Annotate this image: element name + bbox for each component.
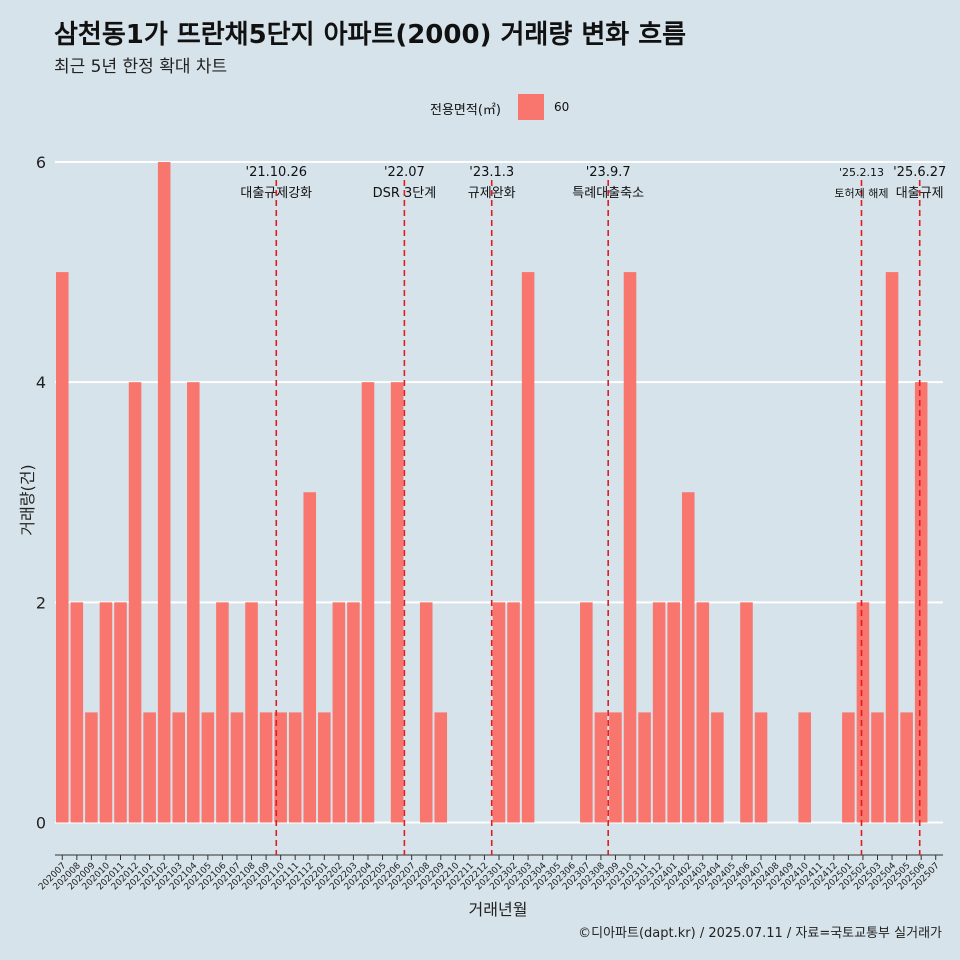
source-caption: ©디아파트(dapt.kr) / 2025.07.11 / 자료=국토교통부 실… [578, 926, 942, 941]
bar-202403 [696, 602, 710, 823]
bar-202406 [740, 602, 753, 823]
bar-202010 [99, 602, 113, 823]
bar-202402 [681, 492, 695, 823]
event-name-label: DSR 3단계 [373, 186, 437, 201]
event-date-label: '25.2.13 [839, 166, 884, 179]
bar-202102 [157, 162, 171, 823]
event-name-label: 토허제 해제 [834, 186, 888, 200]
bar-202311 [638, 712, 651, 823]
bar-202007 [56, 272, 69, 823]
y-axis-title: 거래량(건) [18, 464, 37, 535]
bar-202108 [245, 602, 258, 823]
bar-202011 [114, 602, 127, 823]
bar-202309 [609, 712, 622, 823]
bar-202307 [580, 602, 593, 823]
bar-202201 [318, 712, 331, 823]
bar-202104 [187, 382, 200, 823]
bar-202110 [274, 712, 287, 823]
y-tick-label: 2 [36, 593, 46, 612]
bar-202404 [711, 712, 724, 823]
bar-202503 [871, 712, 884, 823]
bar-202103 [172, 712, 186, 823]
bar-202502 [856, 602, 870, 823]
bar-202303 [521, 272, 535, 823]
x-axis-title: 거래년월 [469, 900, 528, 919]
bar-202105 [201, 712, 215, 823]
bar-202109 [259, 712, 273, 823]
bar-202504 [885, 272, 899, 823]
bar-202401 [667, 602, 680, 823]
bar-202208 [419, 602, 433, 823]
event-date-label: '23.1.3 [469, 165, 514, 180]
chart-title: 삼천동1가 뜨란채5단지 아파트(2000) 거래량 변화 흐름 [54, 20, 687, 50]
bar-202501 [842, 712, 855, 823]
bar-202308 [594, 712, 608, 823]
bar-202008 [70, 602, 84, 823]
bar-202203 [347, 602, 360, 823]
event-name-label: 규제완화 [468, 186, 516, 201]
event-date-label: '23.9.7 [586, 165, 631, 180]
event-date-label: '25.6.27 [893, 165, 946, 180]
legend-title: 전용면적(㎡) [430, 103, 501, 118]
bar-202107 [230, 712, 244, 823]
event-name-label: 특례대출축소 [572, 186, 644, 201]
y-tick-label: 6 [36, 153, 46, 172]
bar-202506 [914, 382, 928, 823]
event-name-label: 대출규제 [896, 186, 944, 201]
event-date-label: '22.07 [384, 165, 425, 180]
bar-202209 [434, 712, 448, 823]
bar-202312 [652, 602, 666, 823]
legend-key-60 [518, 94, 544, 120]
bar-202106 [216, 602, 229, 823]
bar-202009 [85, 712, 98, 823]
y-tick-label: 0 [36, 813, 46, 832]
bar-202012 [128, 382, 142, 823]
bar-202407 [754, 712, 768, 823]
bar-202302 [507, 602, 520, 823]
bar-202410 [798, 712, 811, 823]
bar-202505 [900, 712, 913, 823]
event-date-label: '21.10.26 [246, 165, 307, 180]
y-tick-label: 4 [36, 373, 46, 392]
bar-202112 [303, 492, 317, 823]
chart-subtitle: 최근 5년 한정 확대 차트 [54, 57, 228, 77]
bar-202204 [361, 382, 375, 823]
bar-202111 [288, 712, 302, 823]
legend-label-60: 60 [554, 100, 570, 114]
legend: 전용면적(㎡) 60 [0, 94, 960, 120]
bar-202101 [143, 712, 156, 823]
bar-202202 [332, 602, 346, 823]
bar-202206 [390, 382, 404, 823]
bar-202310 [623, 272, 637, 823]
bar-202301 [492, 602, 506, 823]
event-name-label: 대출규제강화 [240, 186, 312, 201]
